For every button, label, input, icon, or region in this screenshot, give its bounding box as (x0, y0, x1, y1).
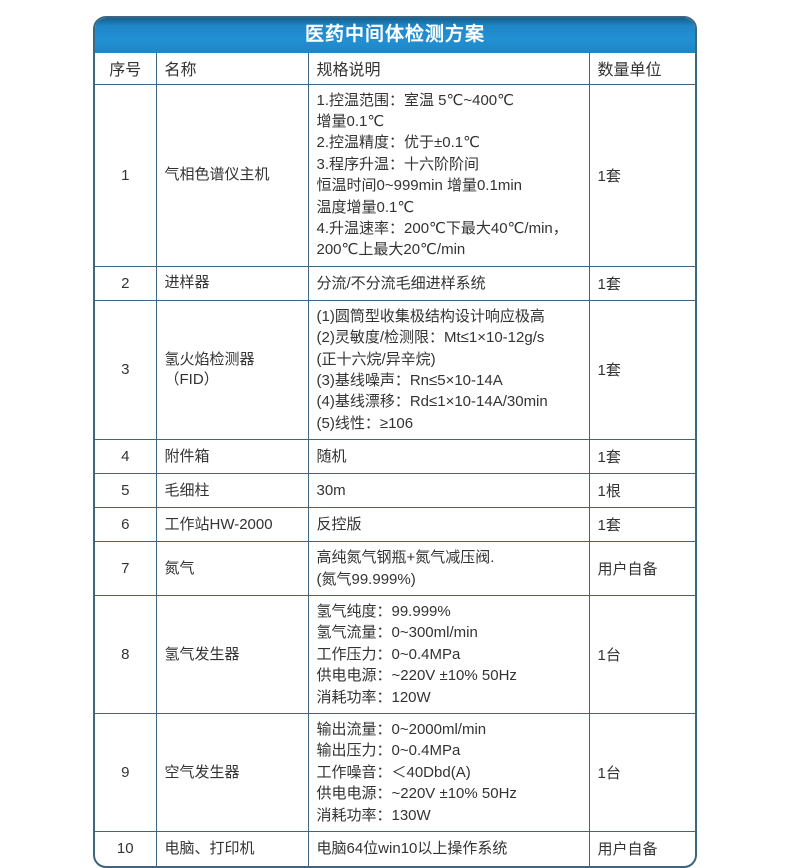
spec-table-card: 医药中间体检测方案 序号 名称 规格说明 数量单位 1 气相色谱仪主机 1.控温… (93, 16, 697, 868)
cell-no: 9 (95, 713, 157, 833)
cell-no: 6 (95, 507, 157, 543)
cell-name: 氮气 (155, 541, 309, 596)
page: { "title": "医药中间体检测方案", "colors": { "hea… (93, 16, 697, 868)
cell-no: 2 (95, 265, 157, 301)
cell-qty: 1台 (588, 594, 695, 715)
cell-spec: 电脑64位win10以上操作系统 (307, 831, 590, 866)
cell-name: 氢火焰检测器（FID） (155, 299, 309, 441)
cell-spec: 30m (307, 473, 590, 509)
cell-qty: 1套 (588, 439, 695, 475)
table-row: 10 电脑、打印机 电脑64位win10以上操作系统 用户自备 (95, 831, 695, 866)
table-body: 1 气相色谱仪主机 1.控温范围：室温 5℃~400℃ 增量0.1℃ 2.控温精… (95, 83, 695, 866)
table-row: 8 氢气发生器 氢气纯度：99.999% 氢气流量：0~300ml/min 工作… (95, 594, 695, 715)
cell-spec: 反控版 (307, 507, 590, 543)
page-title: 医药中间体检测方案 (304, 24, 485, 45)
cell-qty: 用户自备 (588, 541, 695, 596)
table-row: 7 氮气 高纯氮气钢瓶+氮气减压阀. (氮气99.999%) 用户自备 (95, 541, 695, 596)
cell-name: 空气发生器 (155, 713, 309, 833)
table-row: 3 氢火焰检测器（FID） (1)圆筒型收集极结构设计响应极高 (2)灵敏度/检… (95, 299, 695, 441)
cell-no: 10 (95, 831, 157, 866)
cell-name: 氢气发生器 (155, 594, 309, 715)
column-header-spec: 规格说明 (307, 53, 590, 85)
cell-spec: 输出流量：0~2000ml/min 输出压力：0~0.4MPa 工作噪音：＜40… (307, 713, 590, 833)
table-row: 5 毛细柱 30m 1根 (95, 473, 695, 509)
cell-qty: 1套 (588, 265, 695, 301)
cell-no: 7 (95, 541, 157, 596)
cell-name: 附件箱 (155, 439, 309, 475)
cell-name: 工作站HW-2000 (155, 507, 309, 543)
table-row: 6 工作站HW-2000 反控版 1套 (95, 507, 695, 543)
card-title-band: 医药中间体检测方案 (95, 18, 695, 53)
column-header-no: 序号 (95, 53, 157, 85)
table-header: 序号 名称 规格说明 数量单位 (95, 53, 695, 85)
table-row: 4 附件箱 随机 1套 (95, 439, 695, 475)
cell-qty: 1套 (588, 299, 695, 441)
cell-spec: 分流/不分流毛细进样系统 (307, 265, 590, 301)
cell-no: 5 (95, 473, 157, 509)
cell-qty: 1台 (588, 713, 695, 833)
cell-qty: 1套 (588, 83, 695, 267)
cell-name: 毛细柱 (155, 473, 309, 509)
cell-spec: 随机 (307, 439, 590, 475)
cell-spec: (1)圆筒型收集极结构设计响应极高 (2)灵敏度/检测限：Mt≤1×10-12g… (307, 299, 590, 441)
cell-no: 1 (95, 83, 157, 267)
column-header-qty: 数量单位 (588, 53, 695, 85)
spec-table: 序号 名称 规格说明 数量单位 1 气相色谱仪主机 1.控温范围：室温 5℃~4… (95, 53, 695, 866)
table-row: 1 气相色谱仪主机 1.控温范围：室温 5℃~400℃ 增量0.1℃ 2.控温精… (95, 83, 695, 267)
cell-qty: 1套 (588, 507, 695, 543)
cell-spec: 氢气纯度：99.999% 氢气流量：0~300ml/min 工作压力：0~0.4… (307, 594, 590, 715)
cell-spec: 1.控温范围：室温 5℃~400℃ 增量0.1℃ 2.控温精度：优于±0.1℃ … (307, 83, 590, 267)
table-row: 9 空气发生器 输出流量：0~2000ml/min 输出压力：0~0.4MPa … (95, 713, 695, 833)
column-header-name: 名称 (155, 53, 309, 85)
table-row: 2 进样器 分流/不分流毛细进样系统 1套 (95, 265, 695, 301)
cell-no: 3 (95, 299, 157, 441)
cell-name: 气相色谱仪主机 (155, 83, 309, 267)
cell-name: 进样器 (155, 265, 309, 301)
cell-qty: 1根 (588, 473, 695, 509)
table-header-row: 序号 名称 规格说明 数量单位 (95, 53, 695, 85)
cell-name: 电脑、打印机 (155, 831, 309, 866)
cell-no: 4 (95, 439, 157, 475)
cell-spec: 高纯氮气钢瓶+氮气减压阀. (氮气99.999%) (307, 541, 590, 596)
cell-no: 8 (95, 594, 157, 715)
cell-qty: 用户自备 (588, 831, 695, 866)
